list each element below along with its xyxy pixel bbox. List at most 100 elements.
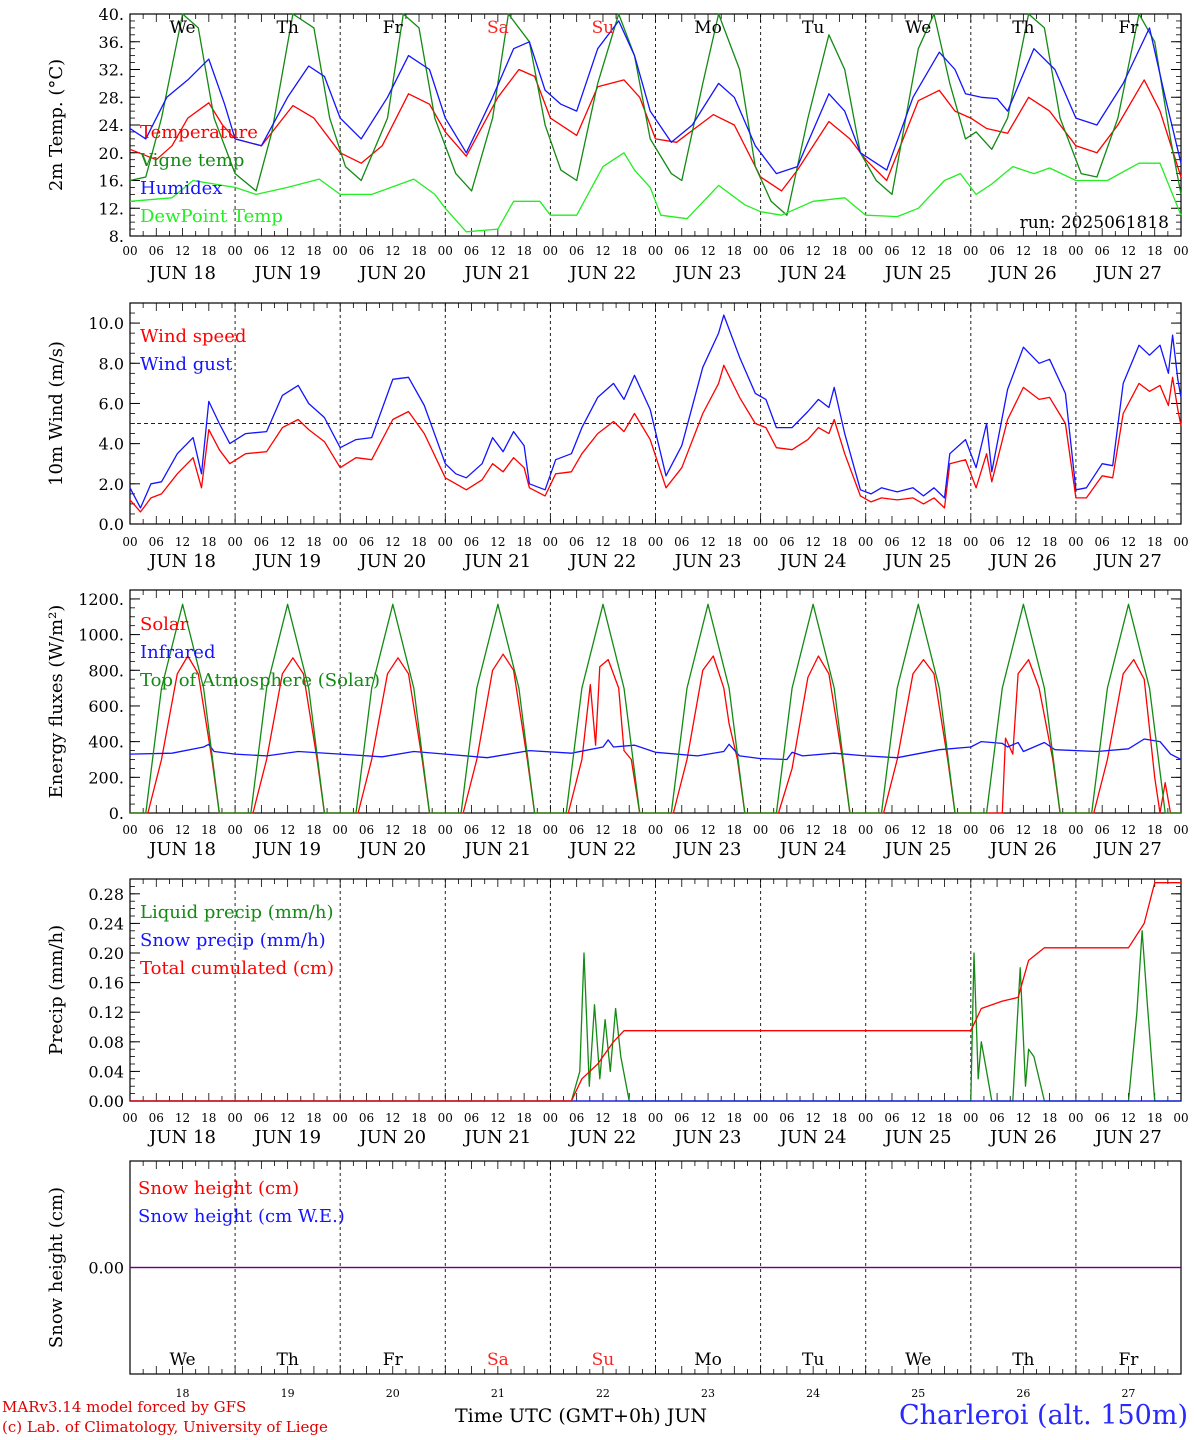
y-tick-label: 800. bbox=[88, 661, 124, 680]
x-tick-label: 06 bbox=[884, 1111, 899, 1125]
panel-1 bbox=[129, 13, 1182, 237]
x-tick-label: 06 bbox=[989, 823, 1004, 837]
x-tick-label: 00 bbox=[333, 1111, 348, 1125]
date-label: JUN 26 bbox=[988, 1127, 1057, 1148]
date-label: JUN 18 bbox=[147, 839, 216, 860]
x-tick-label: 12 bbox=[1016, 244, 1031, 258]
date-label: JUN 19 bbox=[252, 1127, 321, 1148]
legend-entry: Vigne temp bbox=[139, 150, 244, 171]
x-tick-label: 00 bbox=[1068, 1111, 1083, 1125]
day-number-label: 24 bbox=[806, 1387, 820, 1400]
date-label: JUN 23 bbox=[673, 551, 742, 572]
x-tick-label: 12 bbox=[1016, 823, 1031, 837]
date-label: JUN 27 bbox=[1093, 839, 1162, 860]
x-tick-label: 00 bbox=[858, 244, 873, 258]
x-tick-label: 06 bbox=[779, 823, 794, 837]
y-tick-label: 6.0 bbox=[99, 394, 124, 413]
weekday-label: We bbox=[905, 18, 931, 38]
x-tick-label: 18 bbox=[201, 535, 216, 549]
x-tick-label: 06 bbox=[149, 823, 164, 837]
x-tick-label: 12 bbox=[700, 823, 715, 837]
x-tick-label: 06 bbox=[779, 1111, 794, 1125]
x-tick-label: 18 bbox=[832, 1111, 847, 1125]
x-tick-label: 18 bbox=[622, 823, 637, 837]
x-tick-label: 18 bbox=[411, 823, 426, 837]
x-tick-label: 12 bbox=[280, 1111, 295, 1125]
series-line-total-cumulated-cm- bbox=[130, 882, 1181, 1102]
lab-credit: (c) Lab. of Climatology, University of L… bbox=[2, 1418, 328, 1436]
x-tick-label: 18 bbox=[622, 535, 637, 549]
weekday-label: We bbox=[169, 18, 195, 38]
y-tick-label: 0. bbox=[109, 804, 124, 823]
series-line-temperature bbox=[129, 68, 1182, 192]
x-tick-label: 18 bbox=[411, 535, 426, 549]
run-annotation: run: 2025061818 bbox=[1020, 213, 1169, 233]
legend-entry: Humidex bbox=[140, 178, 222, 199]
x-tick-label: 18 bbox=[727, 244, 742, 258]
x-tick-label: 00 bbox=[1173, 535, 1188, 549]
y-tick-label: 0.20 bbox=[88, 944, 124, 963]
x-tick-label: 00 bbox=[753, 823, 768, 837]
date-label: JUN 27 bbox=[1093, 551, 1162, 572]
y-tick-label: 0.04 bbox=[88, 1062, 124, 1081]
date-label: JUN 20 bbox=[357, 551, 426, 572]
x-tick-label: 18 bbox=[832, 823, 847, 837]
x-tick-label: 18 bbox=[727, 535, 742, 549]
x-tick-label: 18 bbox=[306, 244, 321, 258]
x-tick-label: 12 bbox=[175, 823, 190, 837]
date-label: JUN 23 bbox=[673, 839, 742, 860]
x-tick-label: 12 bbox=[175, 244, 190, 258]
series-line-liquid-precip-mm-h- bbox=[130, 930, 1181, 1102]
x-tick-label: 06 bbox=[989, 244, 1004, 258]
x-tick-label: 18 bbox=[622, 244, 637, 258]
x-tick-label: 12 bbox=[385, 823, 400, 837]
x-tick-label: 12 bbox=[806, 1111, 821, 1125]
x-tick-label: 00 bbox=[333, 823, 348, 837]
x-tick-label: 18 bbox=[832, 244, 847, 258]
date-label: JUN 24 bbox=[778, 1127, 847, 1148]
x-tick-label: 12 bbox=[385, 535, 400, 549]
x-tick-label: 18 bbox=[1147, 823, 1162, 837]
x-tick-label: 00 bbox=[438, 1111, 453, 1125]
date-label: JUN 26 bbox=[988, 263, 1057, 284]
x-tick-label: 00 bbox=[1068, 823, 1083, 837]
date-label: JUN 24 bbox=[778, 551, 847, 572]
x-tick-label: 12 bbox=[280, 244, 295, 258]
x-axis-title: Time UTC (GMT+0h) JUN bbox=[455, 1405, 707, 1427]
x-tick-label: 06 bbox=[149, 244, 164, 258]
x-tick-label: 18 bbox=[516, 535, 531, 549]
x-tick-label: 00 bbox=[963, 1111, 978, 1125]
panel-5 bbox=[129, 1160, 1182, 1375]
x-tick-label: 06 bbox=[254, 1111, 269, 1125]
x-tick-label: 00 bbox=[122, 244, 137, 258]
x-tick-label: 06 bbox=[464, 244, 479, 258]
x-tick-label: 12 bbox=[280, 823, 295, 837]
x-tick-label: 12 bbox=[385, 1111, 400, 1125]
y-axis-label: Snow height (cm) bbox=[46, 1187, 67, 1348]
y-tick-label: 2.0 bbox=[99, 475, 124, 494]
date-label: JUN 22 bbox=[568, 1127, 637, 1148]
x-tick-label: 00 bbox=[333, 535, 348, 549]
x-tick-label: 18 bbox=[937, 1111, 952, 1125]
x-tick-label: 00 bbox=[648, 535, 663, 549]
model-credit: MARv3.14 model forced by GFS bbox=[2, 1398, 247, 1416]
x-tick-label: 18 bbox=[201, 244, 216, 258]
y-tick-label: 0.00 bbox=[88, 1259, 124, 1278]
y-tick-label: 600. bbox=[88, 697, 124, 716]
x-tick-label: 06 bbox=[569, 1111, 584, 1125]
day-number-label: 19 bbox=[281, 1387, 295, 1400]
x-tick-label: 06 bbox=[674, 244, 689, 258]
date-label: JUN 25 bbox=[883, 839, 952, 860]
date-label: JUN 21 bbox=[462, 1127, 531, 1148]
day-number-label: 22 bbox=[596, 1387, 610, 1400]
x-tick-label: 00 bbox=[543, 1111, 558, 1125]
x-tick-label: 00 bbox=[858, 535, 873, 549]
y-tick-label: 0.0 bbox=[99, 515, 124, 534]
x-tick-label: 18 bbox=[1147, 535, 1162, 549]
x-tick-label: 12 bbox=[280, 535, 295, 549]
x-tick-label: 12 bbox=[1016, 1111, 1031, 1125]
date-label: JUN 19 bbox=[252, 263, 321, 284]
day-number-label: 25 bbox=[911, 1387, 925, 1400]
date-label: JUN 18 bbox=[147, 551, 216, 572]
